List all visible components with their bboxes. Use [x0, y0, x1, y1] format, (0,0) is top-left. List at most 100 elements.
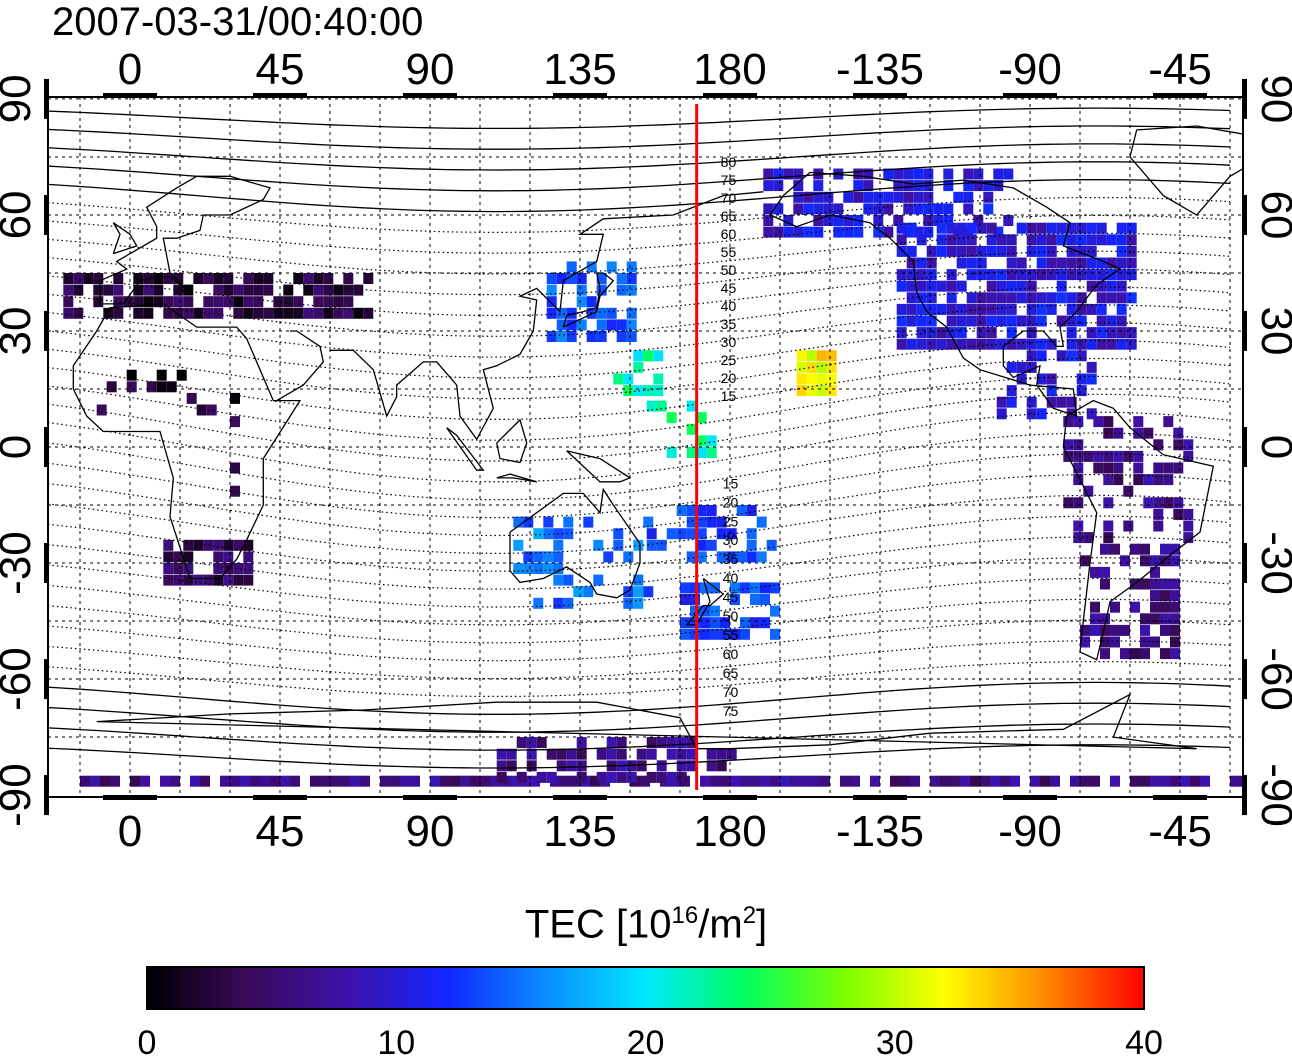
- tec-cell: [213, 273, 224, 284]
- lon-label-bottom: 0: [118, 807, 142, 856]
- tec-cell: [566, 261, 577, 273]
- tec-cell: [993, 168, 1004, 180]
- tec-cell: [233, 563, 244, 574]
- tec-cell: [646, 771, 657, 783]
- tec-cell: [956, 315, 967, 327]
- tec-cell: [916, 338, 927, 350]
- tec-cell: [896, 338, 907, 350]
- tec-cell: [1016, 222, 1027, 234]
- tec-cell: [716, 551, 727, 563]
- tec-cell: [310, 775, 320, 787]
- axes-layer: 0045459090135135180180-135-135-90-90-45-…: [0, 45, 1292, 856]
- tec-cell: [816, 361, 827, 373]
- tec-cell: [400, 775, 410, 787]
- tec-cell: [1006, 315, 1017, 327]
- tec-cell: [1160, 601, 1170, 613]
- tec-cell: [1106, 338, 1117, 350]
- tec-cell: [806, 361, 817, 373]
- tec-cell: [293, 273, 304, 284]
- contour-labels-layer: 80 75 70 65 60 55 50 45 40 35 30 25 20 15 15 20 25 30 35 40…: [721, 154, 739, 719]
- tec-cell: [966, 269, 977, 281]
- tec-cell: [1026, 315, 1037, 327]
- tec-region: [513, 516, 654, 609]
- tec-cell: [450, 775, 460, 787]
- contour-label: 25: [723, 513, 739, 529]
- tec-cell: [1046, 269, 1057, 281]
- coastline-layer: [72, 125, 1243, 750]
- tec-cell: [946, 245, 957, 257]
- tec-cell: [556, 760, 567, 772]
- lat-tick-right: [1242, 427, 1247, 467]
- tec-cell: [1096, 338, 1107, 350]
- tec-cell: [603, 551, 614, 563]
- tec-cell: [546, 331, 557, 342]
- tec-cell: [1076, 234, 1087, 246]
- lat-label-right: 0: [1252, 435, 1292, 459]
- tec-cell: [736, 505, 747, 516]
- contour-label: 30: [721, 334, 737, 350]
- tec-cell: [203, 296, 214, 308]
- tec-cell: [616, 771, 627, 783]
- tec-cell: [93, 296, 104, 308]
- tec-cell: [996, 396, 1007, 408]
- tec-cell: [1026, 408, 1037, 420]
- contour-label: 50: [723, 608, 739, 624]
- tec-cell: [946, 315, 957, 327]
- tec-cell: [513, 539, 524, 551]
- tec-cell: [243, 574, 254, 586]
- tec-cell: [1036, 292, 1047, 304]
- tec-cell: [133, 307, 144, 319]
- tec-cell: [1140, 636, 1150, 648]
- tec-cell: [1096, 222, 1107, 234]
- lon-tick-bottom: [403, 795, 457, 800]
- contour-label: 50: [721, 262, 737, 278]
- tec-cell: [730, 594, 740, 605]
- tec-cell: [666, 447, 677, 458]
- tec-cell: [233, 574, 244, 586]
- tec-cell: [956, 222, 967, 234]
- tec-cell: [1150, 555, 1160, 567]
- tec-cell: [1170, 590, 1180, 602]
- tec-cell: [1180, 775, 1190, 787]
- tec-cell: [586, 261, 597, 273]
- contour-label: 40: [721, 298, 737, 314]
- tec-cell: [1116, 222, 1127, 234]
- tec-cell: [926, 327, 937, 339]
- tec-cell: [1006, 338, 1017, 350]
- tec-cell: [916, 315, 927, 327]
- tec-cell: [1160, 555, 1170, 567]
- tec-cell: [653, 373, 664, 385]
- tec-cell: [1056, 222, 1067, 234]
- tec-cell: [1150, 613, 1160, 625]
- tec-cell: [740, 582, 750, 594]
- tec-cell: [1150, 566, 1160, 578]
- tec-cell: [1086, 408, 1097, 420]
- lat-tick-right: [1242, 78, 1247, 119]
- tec-cell: [726, 528, 737, 540]
- tec-cell: [1100, 648, 1110, 660]
- tec-cell: [966, 338, 977, 350]
- tec-cell: [1063, 416, 1074, 428]
- tec-cell: [803, 203, 814, 215]
- tec-cell: [1036, 257, 1047, 269]
- tec-cell: [893, 215, 904, 226]
- tec-cell: [1133, 416, 1144, 428]
- tec-cell: [896, 315, 907, 327]
- tec-cell: [576, 771, 587, 783]
- tec-cell: [553, 551, 564, 563]
- tec-cell: [946, 222, 957, 234]
- tec-cell: [1076, 350, 1087, 362]
- tec-cell: [996, 315, 1007, 327]
- tec-cell: [1096, 257, 1107, 269]
- lon-label-top: 45: [256, 45, 305, 94]
- tec-cell: [213, 539, 224, 551]
- tec-cell: [906, 269, 917, 281]
- tec-cell: [1006, 292, 1017, 304]
- magnetic-contour: [48, 393, 1231, 462]
- tec-cell: [903, 180, 914, 192]
- tec-cell: [760, 775, 770, 787]
- tec-cell: [1170, 613, 1180, 625]
- tec-cell: [526, 748, 537, 760]
- tec-cell: [83, 273, 94, 284]
- tec-cell: [986, 327, 997, 339]
